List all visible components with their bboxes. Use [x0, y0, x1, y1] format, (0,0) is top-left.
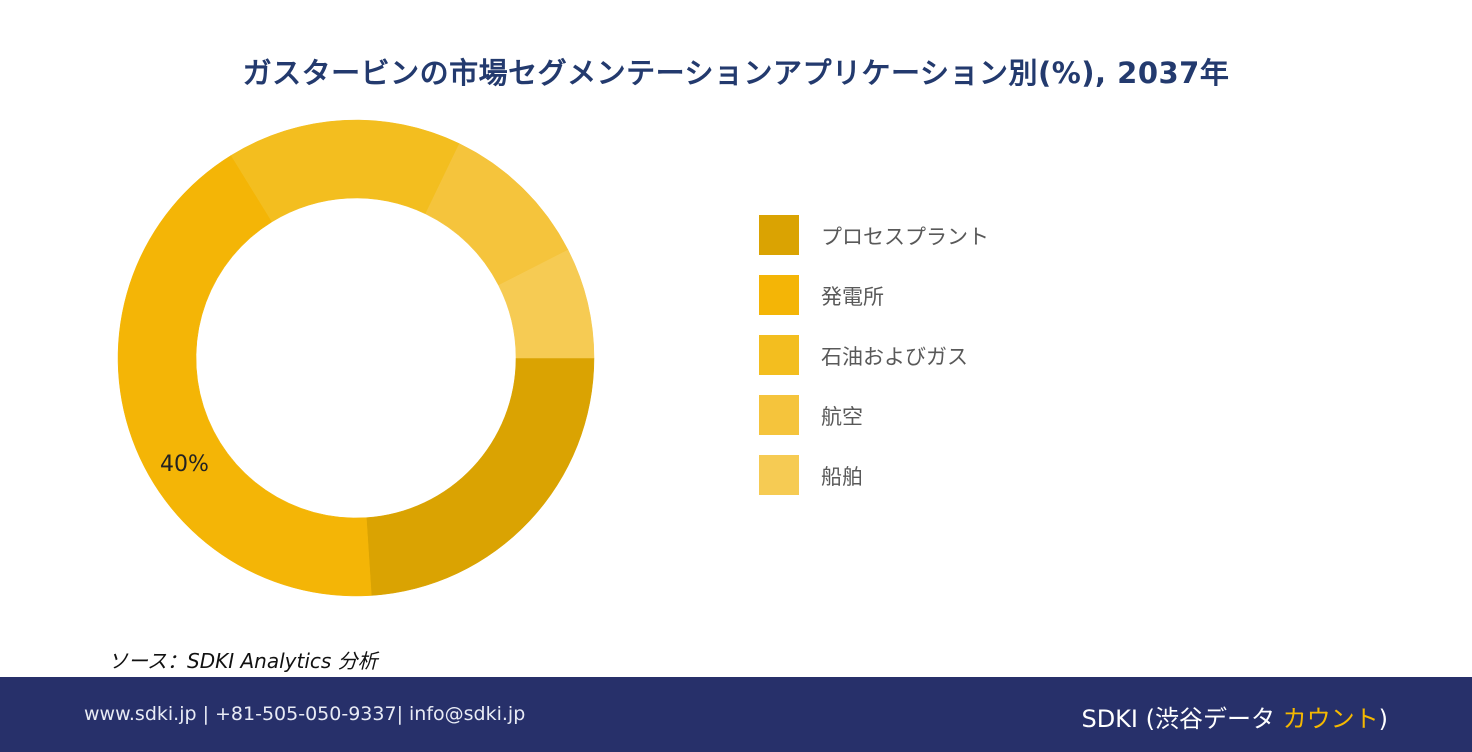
brand-logo: SDKI (渋谷データ カウント) [1081, 699, 1388, 734]
brand-end: ) [1378, 705, 1388, 733]
brand-accent: カウント [1282, 705, 1379, 733]
chart-title: ガスタービンの市場セグメンテーションアプリケーション別(%), 2037年 [242, 56, 1230, 90]
legend-swatch-oil-and-gas [759, 335, 799, 375]
legend-swatch-marine [759, 455, 799, 495]
legend-swatch-process-plant [759, 215, 799, 255]
source-note: ソース：SDKI Analytics 分析 [108, 649, 378, 673]
legend-label-marine: 船舶 [821, 465, 863, 489]
legend-swatch-power-plant [759, 275, 799, 315]
donut-slice-power-plant [117, 155, 372, 597]
legend-label-aviation: 航空 [821, 405, 863, 429]
contact-info: www.sdki.jp | +81-505-050-9337| info@sdk… [84, 703, 526, 725]
legend-label-process-plant: プロセスプラント [821, 225, 989, 249]
donut-slice-marine [498, 249, 595, 359]
legend-label-power-plant: 発電所 [821, 285, 884, 309]
donut-slice-oil-and-gas [230, 119, 460, 223]
donut-slice-process-plant [366, 357, 595, 596]
legend-label-oil-and-gas: 石油およびガス [821, 345, 968, 369]
legend-swatch-aviation [759, 395, 799, 435]
donut-chart: 40% [117, 119, 595, 597]
data-label-power-plant: 40% [160, 452, 209, 477]
footer-bar: www.sdki.jp | +81-505-050-9337| info@sdk… [0, 677, 1472, 752]
brand-name: SDKI (渋谷データ [1081, 705, 1283, 733]
